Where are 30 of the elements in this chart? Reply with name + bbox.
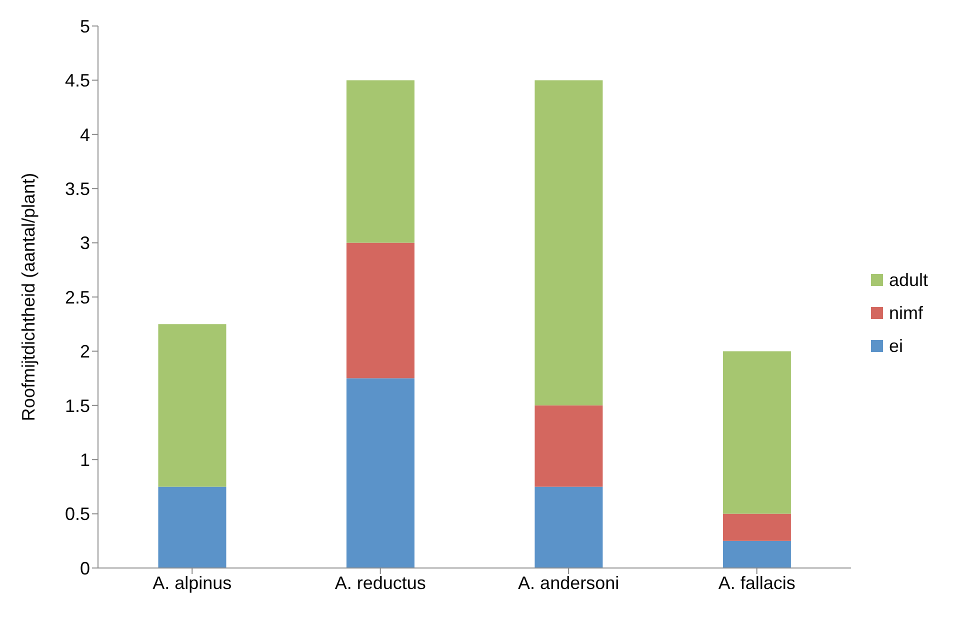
x-tick-label: A. alpinus [152, 572, 232, 593]
y-axis-title: Roofmijtdichtheid (aantal/plant) [18, 172, 38, 422]
y-tick-label: 4.5 [64, 70, 90, 91]
bar [534, 486, 603, 568]
y-tick-label: 2.5 [64, 287, 90, 308]
y-tick-label: 1 [80, 450, 90, 470]
x-tick-label: A. andersoni [518, 572, 620, 593]
x-tick-label: A. reductus [334, 572, 426, 593]
legend-label: ei [888, 336, 903, 356]
y-tick-label: 5 [80, 16, 90, 36]
y-tick-label: 3 [80, 233, 90, 254]
bar [722, 540, 791, 568]
y-tick-label: 0.5 [64, 504, 90, 524]
x-tick-label: A. fallacis [718, 572, 796, 593]
y-tick-label: 4 [80, 124, 90, 145]
bar [722, 351, 791, 514]
bar [534, 80, 603, 406]
bar [346, 80, 414, 243]
bar [534, 405, 603, 487]
bar [158, 486, 226, 568]
y-tick-label: 0 [80, 558, 90, 578]
bar [346, 378, 414, 568]
legend-label: adult [888, 270, 928, 290]
y-tick-label: 2 [80, 342, 90, 362]
bar [722, 514, 791, 541]
legend-label: nimf [888, 302, 923, 324]
y-tick-label: 1.5 [64, 396, 90, 416]
bar [158, 324, 226, 487]
y-tick-label: 3.5 [64, 178, 90, 199]
bar [346, 242, 414, 378]
